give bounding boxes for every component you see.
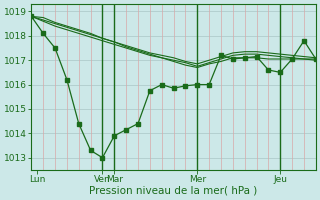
X-axis label: Pression niveau de la mer( hPa ): Pression niveau de la mer( hPa )	[90, 186, 258, 196]
